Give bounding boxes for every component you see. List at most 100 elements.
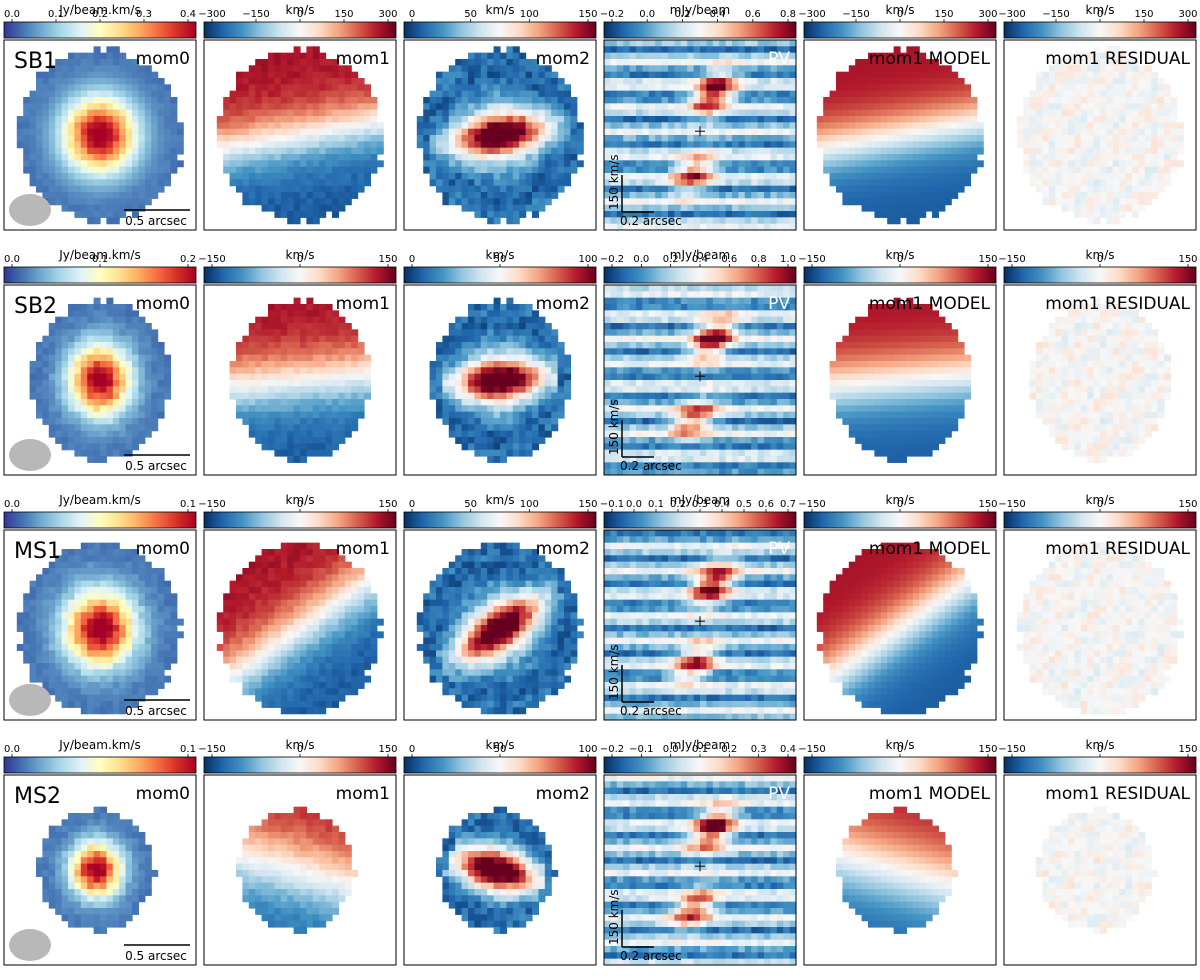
pixel	[68, 192, 75, 199]
pixel	[526, 160, 533, 167]
pixel	[719, 211, 726, 218]
pixel	[151, 348, 158, 355]
pixel	[326, 160, 333, 167]
colorbar-tick-label: 0.2	[180, 254, 196, 265]
pixel	[745, 91, 752, 98]
pixel	[551, 148, 558, 155]
pixel	[87, 53, 94, 60]
pixel	[223, 167, 230, 174]
pixel	[62, 443, 69, 450]
pixel	[468, 342, 475, 349]
pixel	[719, 110, 726, 117]
pixel	[481, 160, 488, 167]
pixel	[1126, 173, 1133, 180]
pixel	[345, 424, 352, 431]
pixel	[436, 380, 443, 387]
pixel	[474, 211, 481, 218]
pixel	[662, 65, 669, 72]
pixel	[268, 374, 275, 381]
pixel	[551, 367, 558, 374]
pixel	[1151, 192, 1158, 199]
pixel	[938, 173, 945, 180]
pixel	[94, 173, 101, 180]
pixel	[1113, 78, 1120, 85]
pixel	[106, 323, 113, 330]
pixel	[662, 205, 669, 212]
pixel	[513, 53, 520, 60]
pixel	[81, 443, 88, 450]
pixel	[777, 72, 784, 79]
pixel	[455, 167, 462, 174]
pixel	[94, 342, 101, 349]
pixel	[49, 198, 56, 205]
pixel	[913, 122, 920, 129]
pixel	[551, 355, 558, 362]
pixel	[1036, 129, 1043, 136]
pixel	[274, 116, 281, 123]
pixel	[687, 116, 694, 123]
pixel	[351, 405, 358, 412]
pixel	[919, 205, 926, 212]
pixel	[764, 40, 771, 47]
pixel	[706, 78, 713, 85]
pixel	[855, 91, 862, 98]
pixel	[610, 141, 617, 148]
pixel	[519, 129, 526, 136]
pixel	[462, 110, 469, 117]
pixel	[713, 72, 720, 79]
pixel	[526, 135, 533, 142]
pixel	[1087, 72, 1094, 79]
pixel	[358, 103, 365, 110]
pixel	[745, 103, 752, 110]
pixel	[926, 110, 933, 117]
pixel	[345, 393, 352, 400]
pixel	[1145, 148, 1152, 155]
pixel	[558, 386, 565, 393]
pixel	[338, 186, 345, 193]
pixel	[132, 154, 139, 161]
pixel	[500, 110, 507, 117]
pixel	[138, 179, 145, 186]
pixel	[1081, 154, 1088, 161]
pixel	[1036, 160, 1043, 167]
pixel	[1151, 97, 1158, 104]
pixel	[764, 116, 771, 123]
pixel	[719, 135, 726, 142]
pixel	[1068, 110, 1075, 117]
pixel	[558, 342, 565, 349]
pixel	[468, 59, 475, 66]
pixel	[306, 310, 313, 317]
pixel	[1049, 116, 1056, 123]
pixel	[468, 179, 475, 186]
pixel	[313, 405, 320, 412]
pixel	[49, 141, 56, 148]
pixel	[268, 186, 275, 193]
pixel	[55, 91, 62, 98]
pixel	[474, 418, 481, 425]
pixel	[326, 59, 333, 66]
pixel	[255, 72, 262, 79]
pixel	[823, 148, 830, 155]
pixel	[81, 380, 88, 387]
pixel	[230, 97, 237, 104]
pixel	[36, 367, 43, 374]
pixel	[319, 122, 326, 129]
pixel	[81, 135, 88, 142]
pixel	[474, 135, 481, 142]
pixel	[281, 148, 288, 155]
pixel	[236, 110, 243, 117]
pixel	[506, 399, 513, 406]
pixel	[268, 173, 275, 180]
pixel	[49, 348, 56, 355]
pixel	[274, 367, 281, 374]
pixel	[674, 91, 681, 98]
pixel	[468, 129, 475, 136]
pixel	[545, 405, 552, 412]
pixel	[358, 97, 365, 104]
pixel	[764, 129, 771, 136]
pixel	[738, 160, 745, 167]
pixel	[1132, 116, 1139, 123]
pixel	[1100, 211, 1107, 218]
pixel	[558, 380, 565, 387]
pixel	[94, 443, 101, 450]
